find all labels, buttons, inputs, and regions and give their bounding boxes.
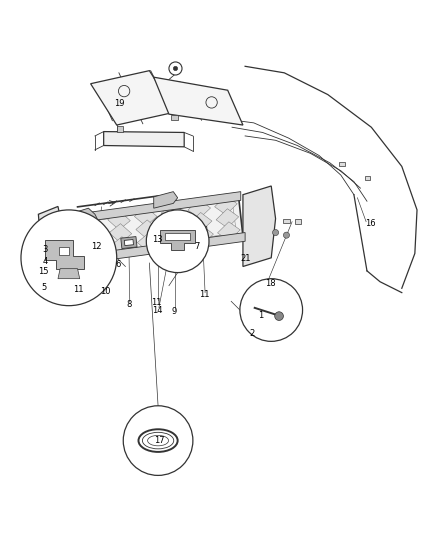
Text: 14: 14 bbox=[152, 305, 162, 314]
Polygon shape bbox=[117, 126, 123, 132]
Text: 11: 11 bbox=[152, 298, 162, 306]
Polygon shape bbox=[69, 208, 97, 230]
Polygon shape bbox=[124, 239, 134, 246]
Polygon shape bbox=[152, 230, 164, 238]
Text: 2: 2 bbox=[249, 329, 254, 338]
Text: 9: 9 bbox=[172, 307, 177, 316]
Text: 18: 18 bbox=[265, 279, 276, 287]
Text: 10: 10 bbox=[100, 287, 110, 296]
Text: 11: 11 bbox=[73, 285, 84, 294]
Polygon shape bbox=[110, 237, 133, 256]
Polygon shape bbox=[283, 219, 290, 223]
Circle shape bbox=[240, 279, 303, 341]
Polygon shape bbox=[82, 228, 105, 247]
Polygon shape bbox=[58, 269, 80, 279]
Polygon shape bbox=[243, 186, 276, 266]
Text: 5: 5 bbox=[41, 283, 46, 292]
Polygon shape bbox=[171, 115, 178, 120]
Circle shape bbox=[48, 225, 54, 231]
Polygon shape bbox=[138, 233, 160, 252]
Polygon shape bbox=[84, 240, 106, 260]
Polygon shape bbox=[136, 220, 159, 239]
Text: 11: 11 bbox=[199, 290, 210, 300]
Polygon shape bbox=[162, 216, 185, 236]
Text: 8: 8 bbox=[126, 300, 131, 309]
Text: 12: 12 bbox=[91, 242, 102, 251]
Circle shape bbox=[21, 210, 117, 305]
Text: 16: 16 bbox=[365, 220, 376, 228]
Circle shape bbox=[283, 232, 290, 238]
Polygon shape bbox=[89, 236, 96, 240]
Text: 6: 6 bbox=[115, 260, 121, 269]
Polygon shape bbox=[339, 162, 345, 166]
Circle shape bbox=[146, 210, 209, 272]
Text: 19: 19 bbox=[114, 99, 125, 108]
Polygon shape bbox=[189, 213, 212, 232]
Polygon shape bbox=[188, 199, 211, 219]
Polygon shape bbox=[109, 224, 132, 243]
Polygon shape bbox=[86, 233, 100, 243]
Polygon shape bbox=[365, 176, 371, 180]
Text: 15: 15 bbox=[39, 267, 49, 276]
Text: 4: 4 bbox=[42, 257, 48, 266]
Polygon shape bbox=[56, 231, 78, 251]
Polygon shape bbox=[164, 229, 187, 248]
Text: 13: 13 bbox=[152, 235, 162, 244]
Text: 7: 7 bbox=[194, 243, 200, 252]
Polygon shape bbox=[154, 77, 243, 125]
Polygon shape bbox=[216, 209, 239, 228]
Polygon shape bbox=[154, 192, 178, 208]
Polygon shape bbox=[167, 243, 175, 248]
Text: 17: 17 bbox=[154, 436, 164, 445]
Circle shape bbox=[169, 62, 182, 75]
Circle shape bbox=[275, 312, 283, 320]
Circle shape bbox=[173, 66, 178, 71]
Circle shape bbox=[272, 230, 279, 236]
Polygon shape bbox=[134, 207, 157, 226]
Circle shape bbox=[48, 225, 57, 234]
Polygon shape bbox=[39, 206, 62, 270]
Polygon shape bbox=[74, 239, 85, 246]
Polygon shape bbox=[81, 214, 103, 233]
Polygon shape bbox=[57, 244, 80, 263]
Polygon shape bbox=[53, 232, 245, 268]
Polygon shape bbox=[161, 203, 184, 222]
Polygon shape bbox=[59, 247, 69, 255]
Circle shape bbox=[123, 406, 193, 475]
Polygon shape bbox=[49, 192, 241, 227]
Polygon shape bbox=[215, 196, 237, 215]
Polygon shape bbox=[121, 237, 137, 248]
Polygon shape bbox=[104, 132, 184, 147]
Polygon shape bbox=[196, 227, 207, 235]
Polygon shape bbox=[54, 218, 77, 237]
Text: 3: 3 bbox=[42, 245, 48, 254]
Polygon shape bbox=[295, 220, 301, 224]
Polygon shape bbox=[164, 240, 178, 251]
Polygon shape bbox=[108, 211, 131, 230]
Text: 21: 21 bbox=[241, 254, 251, 263]
Polygon shape bbox=[160, 230, 195, 250]
Polygon shape bbox=[45, 240, 84, 269]
Polygon shape bbox=[91, 71, 176, 125]
Polygon shape bbox=[218, 222, 240, 241]
Text: 1: 1 bbox=[258, 311, 263, 320]
Polygon shape bbox=[51, 197, 243, 262]
Polygon shape bbox=[191, 225, 213, 245]
Polygon shape bbox=[166, 233, 190, 240]
